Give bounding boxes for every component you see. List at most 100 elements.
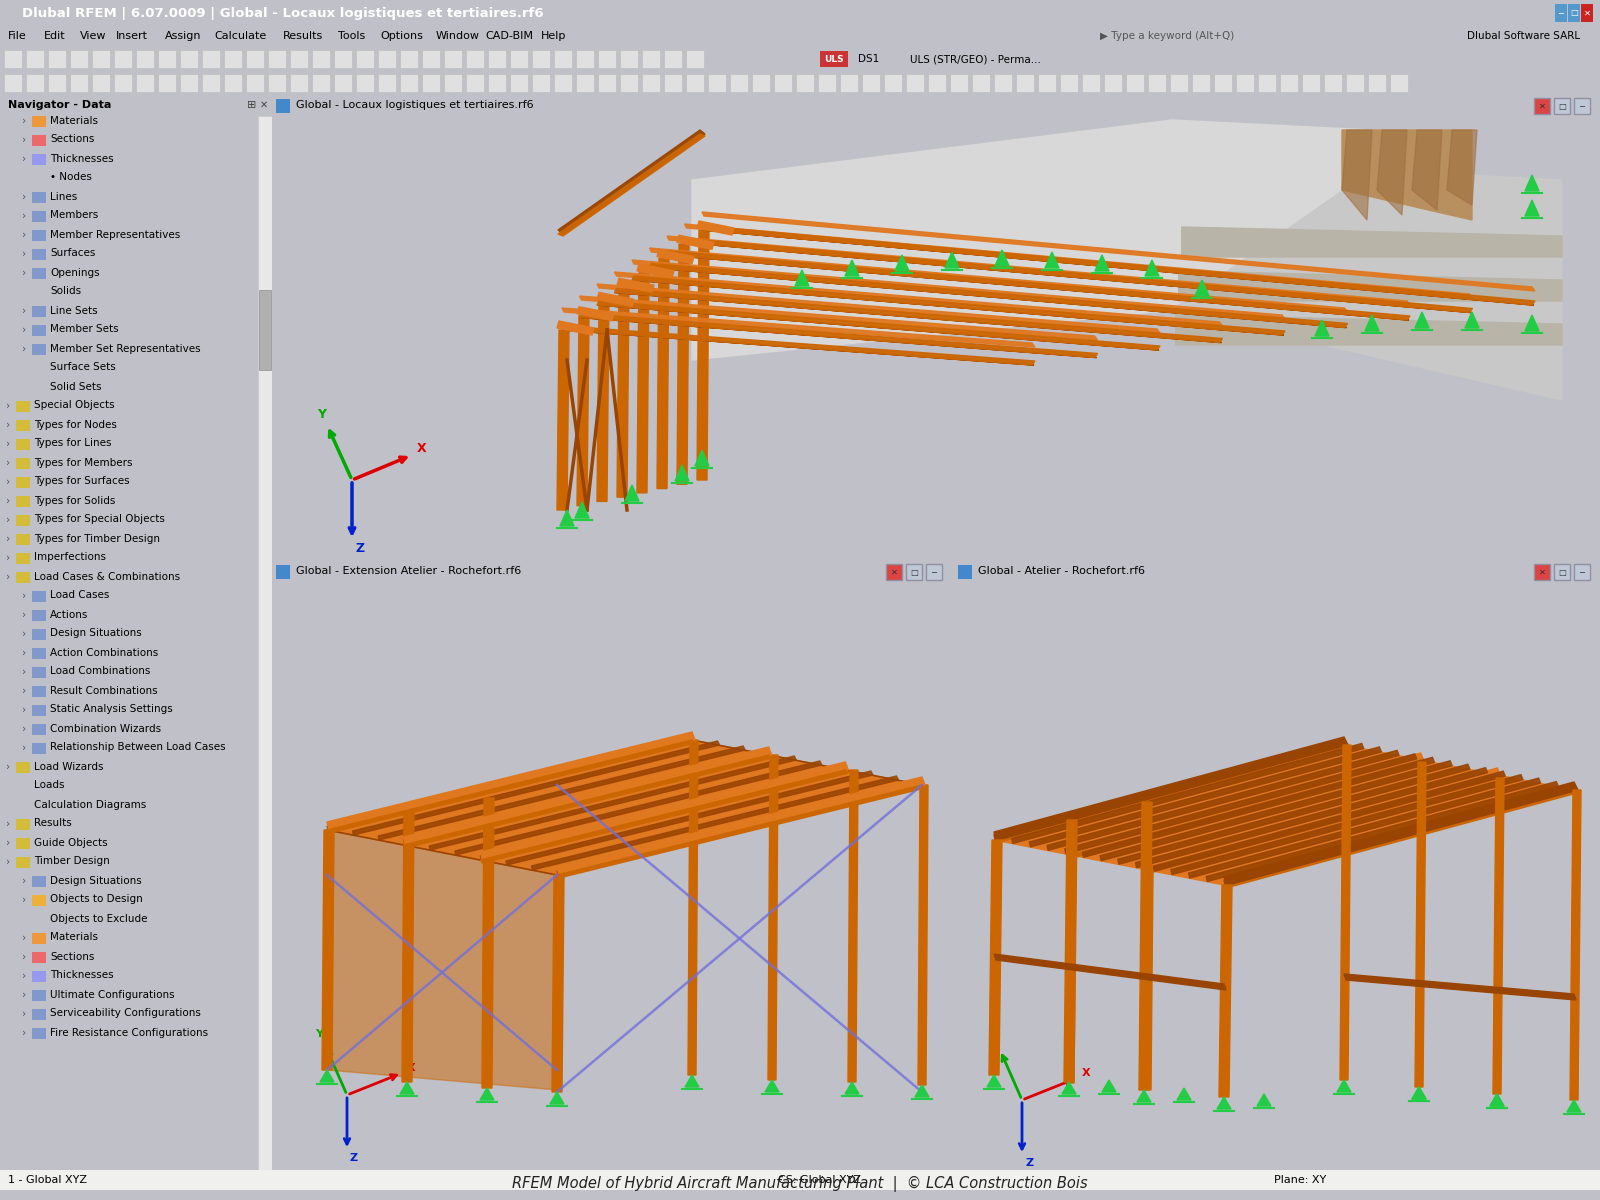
Polygon shape [1413,1087,1426,1099]
Bar [1568,4,1581,22]
Text: Loads: Loads [34,780,64,791]
Polygon shape [677,245,690,485]
Bar [642,74,661,92]
Text: Load Wizards: Load Wizards [34,762,104,772]
Polygon shape [702,226,1534,305]
Text: ⊞: ⊞ [248,100,256,110]
Bar [277,98,290,113]
Polygon shape [845,260,859,276]
Polygon shape [1224,782,1578,886]
Polygon shape [1066,854,1075,1082]
Text: Action Combinations: Action Combinations [50,648,158,658]
Text: □: □ [910,568,918,576]
Bar [378,74,397,92]
Bar [70,50,88,68]
Bar [16,439,30,450]
Bar [136,50,154,68]
Text: ›: › [22,154,26,163]
Text: ›: › [22,134,26,144]
Polygon shape [618,278,654,292]
Polygon shape [1342,130,1472,220]
Polygon shape [506,770,874,865]
Text: Materials: Materials [50,932,98,942]
Polygon shape [1147,768,1501,870]
Polygon shape [482,798,494,1088]
Polygon shape [558,134,706,236]
Polygon shape [691,120,1373,360]
Polygon shape [326,740,922,875]
Bar [664,74,682,92]
Polygon shape [845,1082,859,1094]
Text: ›: › [6,438,10,449]
Polygon shape [1083,757,1435,857]
Text: Solid Sets: Solid Sets [50,382,101,391]
Polygon shape [454,761,822,854]
Text: Options: Options [381,31,424,41]
Bar [510,50,528,68]
Text: Materials: Materials [50,115,98,126]
Bar [1059,74,1078,92]
Polygon shape [626,485,638,502]
Bar [752,74,770,92]
Text: Combination Wizards: Combination Wizards [50,724,162,733]
Polygon shape [995,250,1010,266]
Bar [32,990,46,1001]
Text: CS: Global XYZ: CS: Global XYZ [779,1175,861,1186]
Bar [93,50,110,68]
Text: ›: › [6,571,10,582]
Polygon shape [618,287,629,497]
Polygon shape [614,272,1222,326]
Bar [1126,74,1144,92]
Bar [1214,74,1232,92]
Text: Types for Nodes: Types for Nodes [34,420,117,430]
Polygon shape [579,313,1098,358]
Bar [1368,74,1386,92]
Text: ULS (STR/GEO) - Perma...: ULS (STR/GEO) - Perma... [910,54,1042,64]
Text: 1 - Global XYZ: 1 - Global XYZ [8,1175,86,1186]
Bar [277,565,290,578]
Polygon shape [994,737,1347,840]
Text: Types for Lines: Types for Lines [34,438,112,449]
Text: Types for Timber Design: Types for Timber Design [34,534,160,544]
Bar [32,1009,46,1020]
Bar [32,192,46,203]
Bar [886,564,902,580]
Polygon shape [1136,768,1488,868]
Text: Z: Z [350,1153,358,1163]
Polygon shape [667,251,1410,320]
Polygon shape [685,1075,699,1087]
Polygon shape [1413,1087,1426,1099]
Text: ›: › [22,229,26,240]
Bar [16,420,30,431]
Bar [445,74,462,92]
Text: ›: › [22,666,26,677]
Bar [531,74,550,92]
Bar [32,876,46,887]
Polygon shape [480,762,848,860]
Polygon shape [1171,170,1562,400]
Bar [554,50,573,68]
Text: Types for Surfaces: Types for Surfaces [34,476,130,486]
Text: ›: › [22,343,26,354]
Text: Guide Objects: Guide Objects [34,838,107,847]
Polygon shape [685,239,1472,312]
Polygon shape [578,316,589,505]
Bar [818,74,835,92]
Text: ›: › [6,401,10,410]
Text: Help: Help [541,31,566,41]
Polygon shape [557,320,594,335]
Bar [224,74,242,92]
Bar [16,515,30,526]
Bar [1581,4,1594,22]
Text: ›: › [22,590,26,600]
Text: RFEM Model of Hybrid Aircraft Manufacturing Plant  |  © LCA Construction Bois: RFEM Model of Hybrid Aircraft Manufactur… [512,1176,1088,1192]
Polygon shape [579,296,1098,340]
Bar [51,1174,72,1187]
Polygon shape [403,751,771,845]
Text: Tools: Tools [338,31,365,41]
Bar [158,74,176,92]
Polygon shape [378,746,746,840]
Text: ›: › [22,268,26,277]
Polygon shape [1046,750,1398,851]
Polygon shape [994,738,1347,840]
